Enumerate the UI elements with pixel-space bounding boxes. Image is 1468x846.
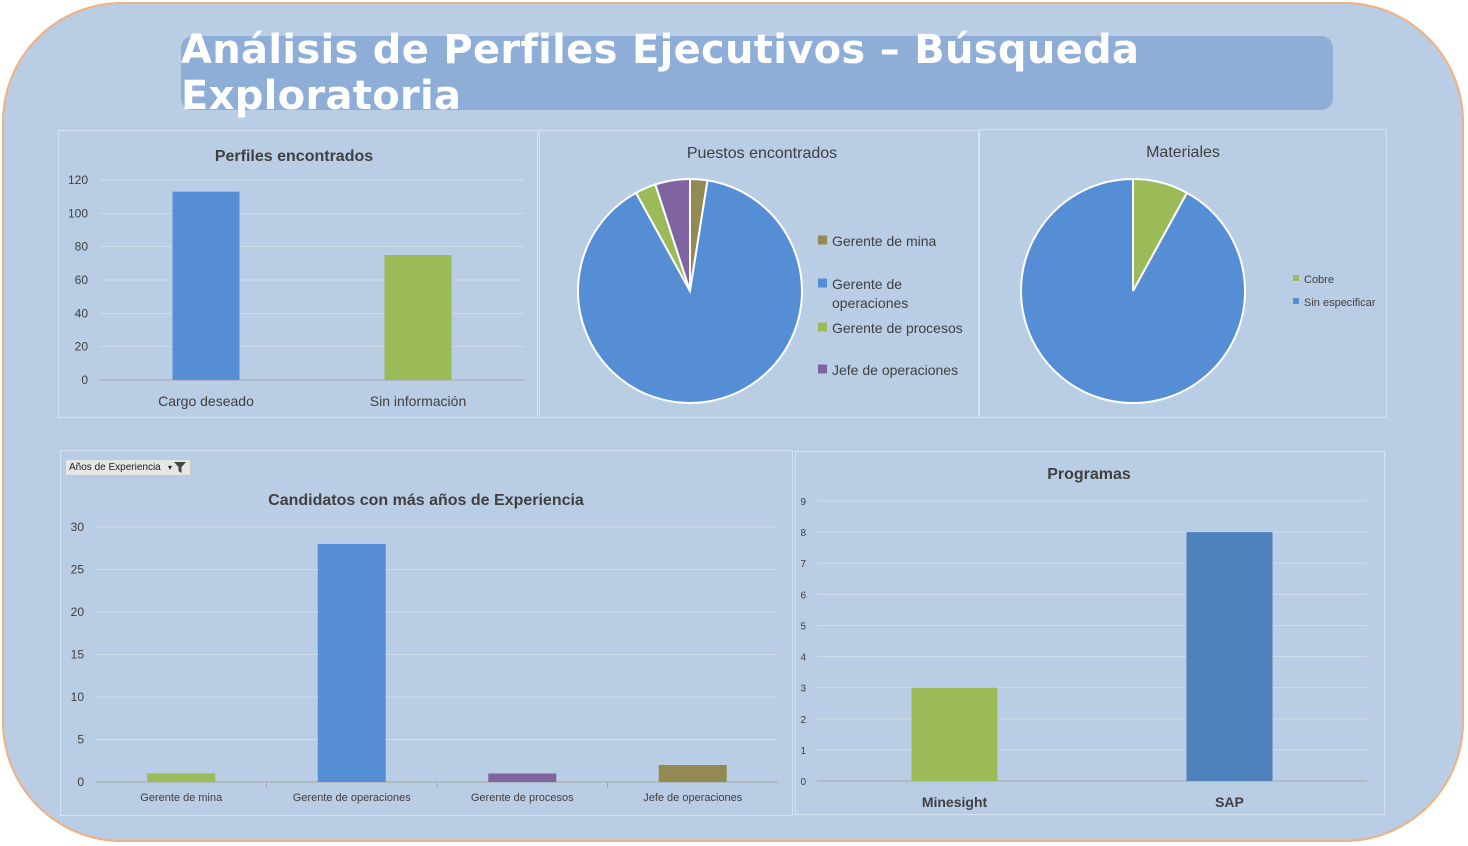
experiencia-bar bbox=[658, 765, 727, 782]
experiencia-y-tick-label: 0 bbox=[77, 775, 84, 789]
puestos-legend-swatch bbox=[818, 278, 827, 288]
puestos-legend-label: Gerente de mina bbox=[832, 233, 936, 249]
programas-y-tick-label: 6 bbox=[800, 590, 806, 601]
panel-puestos bbox=[539, 130, 979, 418]
programas-bar bbox=[911, 687, 998, 781]
materiales-chart-title: Materiales bbox=[1146, 144, 1220, 161]
experiencia-y-tick-label: 30 bbox=[71, 520, 85, 534]
puestos-pie-slice bbox=[654, 177, 691, 292]
perfiles-bar bbox=[172, 191, 240, 380]
dropdown-arrow-icon: ▾ bbox=[167, 463, 172, 472]
materiales-legend-label: Cobre bbox=[1304, 274, 1334, 286]
programas-y-tick-label: 4 bbox=[800, 653, 806, 664]
programas-y-tick-label: 0 bbox=[800, 777, 806, 788]
perfiles-y-tick-label: 0 bbox=[81, 373, 88, 387]
programas-y-tick-label: 1 bbox=[800, 746, 806, 757]
programas-bar bbox=[1186, 532, 1273, 781]
experiencia-y-tick-label: 20 bbox=[71, 605, 85, 619]
experiencia-y-tick-label: 25 bbox=[71, 563, 85, 577]
filter-button-label: Años de Experiencia bbox=[69, 462, 161, 473]
puestos-legend-label: Jefe de operaciones bbox=[832, 362, 958, 378]
perfiles-y-tick-label: 100 bbox=[68, 206, 88, 220]
experiencia-bar bbox=[147, 773, 216, 782]
perfiles-y-tick-label: 20 bbox=[75, 340, 89, 354]
filter-icon bbox=[174, 462, 186, 473]
programas-x-category-label: SAP bbox=[1215, 794, 1244, 810]
materiales-legend-swatch bbox=[1293, 298, 1299, 304]
programas-chart-title: Programas bbox=[1047, 466, 1131, 483]
experience-filter-button[interactable]: Años de Experiencia ▾ bbox=[65, 459, 191, 476]
materiales-pie-slice bbox=[1020, 177, 1246, 404]
perfiles-chart-title: Perfiles encontrados bbox=[215, 148, 373, 165]
programas-y-tick-label: 2 bbox=[800, 715, 806, 726]
experiencia-y-tick-label: 10 bbox=[71, 690, 85, 704]
panel-programas bbox=[795, 451, 1385, 815]
programas-y-tick-label: 9 bbox=[800, 497, 806, 508]
experiencia-y-tick-label: 15 bbox=[71, 648, 85, 662]
perfiles-bar bbox=[384, 255, 452, 380]
panel-experiencia bbox=[60, 450, 793, 816]
experiencia-x-category-label: Gerente de procesos bbox=[471, 792, 574, 804]
programas-y-tick-label: 7 bbox=[800, 559, 806, 570]
panel-perfiles bbox=[58, 130, 538, 418]
perfiles-y-tick-label: 60 bbox=[75, 273, 89, 287]
materiales-legend-label: Sin especificar bbox=[1304, 297, 1376, 309]
puestos-pie-slice bbox=[577, 179, 803, 404]
perfiles-y-tick-label: 80 bbox=[75, 240, 89, 254]
programas-x-category-label: Minesight bbox=[922, 794, 988, 810]
experiencia-x-category-label: Gerente de operaciones bbox=[293, 792, 412, 804]
puestos-legend-label: Gerente de procesos bbox=[832, 320, 963, 336]
panel-materiales bbox=[979, 129, 1387, 418]
perfiles-y-tick-label: 40 bbox=[75, 306, 89, 320]
puestos-legend-swatch bbox=[818, 235, 827, 245]
experiencia-bar bbox=[488, 773, 557, 782]
experiencia-y-tick-label: 5 bbox=[77, 733, 84, 747]
puestos-legend-label: Gerente de operaciones bbox=[832, 276, 908, 311]
programas-y-tick-label: 5 bbox=[800, 621, 806, 632]
puestos-legend-swatch bbox=[818, 322, 827, 332]
experiencia-x-category-label: Jefe de operaciones bbox=[643, 792, 743, 804]
programas-y-tick-label: 3 bbox=[800, 684, 806, 695]
programas-y-tick-label: 8 bbox=[800, 528, 806, 539]
puestos-chart-title: Puestos encontrados bbox=[687, 145, 837, 162]
perfiles-x-category-label: Cargo deseado bbox=[158, 393, 254, 409]
perfiles-y-tick-label: 120 bbox=[68, 173, 88, 187]
puestos-legend-swatch bbox=[818, 364, 827, 374]
experiencia-bar bbox=[317, 544, 386, 782]
perfiles-x-category-label: Sin información bbox=[370, 393, 467, 409]
experiencia-x-category-label: Gerente de mina bbox=[140, 792, 223, 804]
materiales-legend-swatch bbox=[1293, 275, 1299, 281]
experiencia-chart-title: Candidatos con más años de Experiencia bbox=[268, 492, 584, 509]
